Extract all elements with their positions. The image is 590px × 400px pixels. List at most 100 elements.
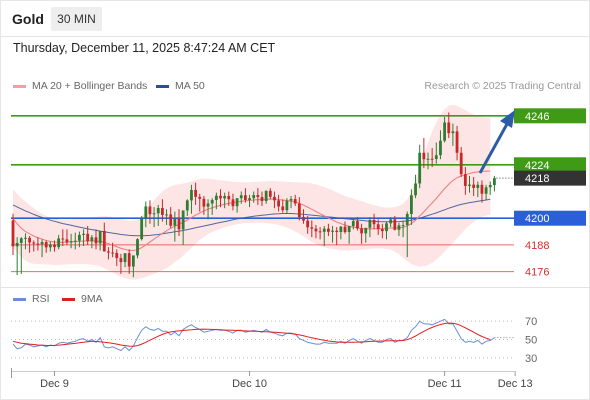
candle-body — [57, 238, 61, 248]
candle-body — [484, 187, 488, 194]
legend-ma20-swatch — [13, 84, 26, 88]
candle-body — [310, 227, 314, 229]
candle-body — [210, 199, 214, 204]
candle-body — [24, 237, 27, 239]
candle-body — [414, 183, 417, 196]
candle-body — [177, 218, 181, 230]
candle-body — [235, 198, 239, 207]
candle-body — [455, 131, 459, 153]
candle-body — [285, 200, 289, 211]
candle-body — [360, 228, 363, 234]
candle-body — [131, 255, 135, 267]
legend-ma50-swatch — [156, 84, 169, 88]
level-label-support-1: 4188 — [525, 240, 549, 252]
rsi-tick-label: 30 — [525, 353, 537, 365]
last-price-tag — [514, 170, 586, 186]
candle-body — [181, 210, 185, 230]
candle-body — [488, 185, 492, 188]
candle-body — [32, 242, 36, 244]
rsi-line — [12, 318, 495, 352]
candle-body — [223, 195, 227, 199]
bollinger-band — [13, 104, 491, 280]
candle-body — [136, 239, 139, 256]
candle-body — [277, 200, 280, 207]
timeframe-button[interactable]: 30 MIN — [51, 7, 102, 31]
candle-body — [65, 239, 69, 243]
candle-body — [463, 174, 467, 186]
candle-body — [368, 219, 372, 228]
level-label-support-2: 4176 — [525, 267, 549, 279]
candle-body — [53, 244, 56, 248]
candle-body — [322, 228, 326, 232]
level-label-resistance-2: 4246 — [525, 111, 549, 123]
candle-body — [86, 233, 90, 242]
candle-body — [169, 214, 173, 226]
candle-body — [339, 226, 343, 233]
level-tag-resistance-2 — [514, 108, 586, 124]
candle-body — [148, 206, 152, 215]
candle-body — [173, 218, 177, 226]
level-tag-pivot — [514, 210, 586, 226]
legend-ma20-label: MA 20 + Bollinger Bands — [32, 80, 148, 92]
legend-rsi-label: RSI — [32, 293, 50, 305]
candle-body — [380, 229, 384, 232]
candle-body — [451, 131, 455, 134]
candle-body — [405, 213, 409, 226]
candle-body — [314, 228, 318, 232]
candle-body — [447, 122, 451, 134]
candle-body — [119, 258, 123, 263]
candle-body — [98, 230, 102, 244]
candle-body — [94, 237, 98, 244]
candle-body — [244, 195, 247, 200]
candle-body — [306, 220, 310, 228]
level-label-pivot: 4200 — [525, 213, 549, 225]
last-price-label: 4218 — [525, 173, 549, 185]
candle-body — [397, 225, 401, 230]
candle-body — [198, 196, 202, 199]
candle-body — [19, 238, 23, 243]
candle-body — [256, 195, 260, 198]
legend-ma50-label: MA 50 — [175, 80, 205, 92]
candle-body — [190, 189, 193, 201]
candle-body — [472, 184, 476, 188]
candle-body — [297, 203, 301, 218]
candle-body — [102, 230, 106, 252]
candle-body — [476, 184, 480, 188]
candle-body — [418, 152, 422, 184]
ma50-line — [12, 198, 491, 237]
candle-body — [410, 195, 413, 214]
candle-body — [11, 220, 15, 247]
candle-body — [214, 195, 218, 200]
candle-body — [107, 251, 110, 253]
candle-body — [372, 219, 376, 225]
candle-body — [376, 224, 380, 230]
forecast-arrow-head — [500, 110, 515, 128]
rsi-ma-line — [12, 322, 491, 347]
candle-body — [194, 189, 197, 197]
candle-body — [347, 226, 351, 233]
candle-body — [459, 152, 463, 175]
candle-body — [318, 231, 322, 233]
candle-body — [248, 198, 251, 200]
legend-rsi-swatch — [13, 297, 26, 301]
candle-body — [78, 234, 81, 241]
candle-body — [434, 155, 438, 159]
candle-body — [202, 198, 206, 207]
candle-body — [327, 228, 330, 232]
candles-group — [11, 112, 496, 278]
candle-body — [493, 178, 496, 186]
instrument-title: Gold — [12, 11, 44, 27]
level-label-resistance-1: 4224 — [525, 160, 549, 172]
level-tag-resistance-1 — [514, 157, 586, 173]
candle-body — [48, 244, 52, 248]
candle-body — [273, 196, 276, 201]
legend-ma50: MA 50 — [156, 80, 205, 92]
candle-body — [239, 195, 243, 199]
candle-body — [393, 219, 397, 230]
candle-body — [73, 240, 77, 242]
rsi-tick-label: 70 — [525, 316, 537, 328]
candle-body — [401, 225, 405, 227]
x-axis-label: Dec 11 — [428, 378, 462, 390]
candle-body — [443, 122, 446, 141]
